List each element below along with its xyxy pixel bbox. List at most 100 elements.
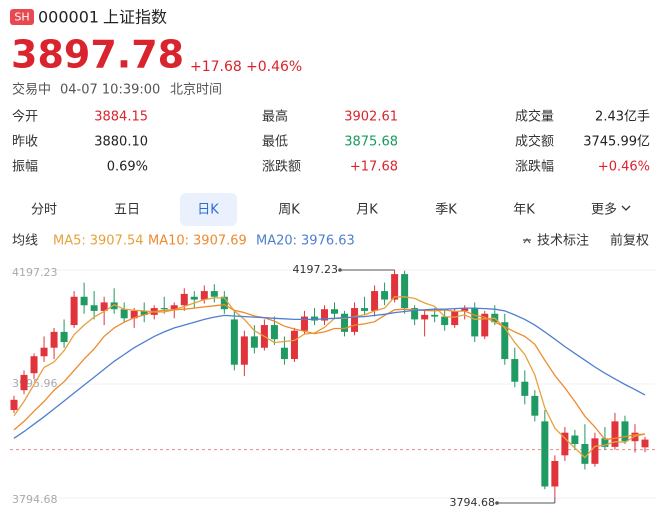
y-tick-label: 4197.23: [12, 266, 58, 279]
candle-body: [561, 432, 569, 456]
candle-body: [210, 291, 218, 297]
ma-line: [13, 307, 646, 439]
candle-body: [361, 308, 369, 311]
candle-body: [200, 291, 208, 300]
candle-body: [371, 291, 379, 311]
candle-body: [120, 309, 128, 319]
candle-body: [411, 308, 419, 320]
ma-line: [13, 296, 646, 459]
candle-body: [20, 374, 28, 391]
candle-body: [280, 347, 288, 360]
candle-body: [10, 399, 18, 411]
ma-value: 3976.63: [301, 234, 355, 249]
stat-value: 3880.10: [94, 135, 148, 150]
low-annotation: 3794.68: [450, 496, 496, 509]
timezone: 北京时间: [170, 83, 222, 98]
candle-body: [170, 305, 178, 310]
candle-body: [501, 322, 509, 360]
stock-name: 上证指数: [103, 8, 167, 27]
stat-label: 振幅: [12, 160, 38, 175]
candle-body: [601, 438, 609, 447]
candle-body: [381, 291, 389, 300]
stat-label: 涨跌幅: [515, 159, 554, 175]
candle-body: [300, 316, 308, 331]
candle-body: [581, 444, 589, 464]
y-tick-label: 3794.68: [12, 493, 58, 506]
stat-label: 涨跌额: [262, 159, 301, 175]
tool-icon: [523, 238, 531, 244]
candle-body: [531, 395, 539, 416]
candle-body: [451, 310, 459, 326]
annotation-dot: [495, 501, 499, 505]
tab-selected-bg: [180, 193, 237, 226]
candle-body: [60, 331, 68, 343]
candle-body: [50, 331, 58, 348]
candle-body: [461, 308, 469, 311]
candle-body: [641, 439, 649, 448]
badge-bg: [10, 9, 34, 25]
candle-body: [631, 432, 639, 442]
ma-value: 3907.69: [193, 234, 247, 249]
candle-body: [130, 310, 138, 319]
tool[interactable]: 前复权: [610, 233, 649, 249]
candle-body: [591, 438, 599, 464]
status: 交易中: [12, 82, 51, 98]
stat-value: 3875.68: [344, 135, 398, 150]
candle-body: [30, 356, 38, 374]
candle-body: [351, 308, 359, 332]
candle-body: [320, 309, 328, 321]
stat-value: 2.43亿手: [595, 110, 650, 125]
tab[interactable]: 年K: [513, 203, 535, 218]
candle-body: [240, 336, 248, 365]
stat-label: 成交量: [515, 109, 554, 125]
tool[interactable]: 技术标注: [537, 234, 589, 249]
candle-body: [140, 310, 148, 315]
candle-body: [511, 359, 519, 382]
more-chevron: [621, 205, 631, 211]
candle-body: [160, 308, 168, 310]
stat-value: +17.68: [350, 160, 398, 175]
candle-body: [421, 314, 429, 320]
candle-body: [250, 336, 258, 348]
tab[interactable]: 日K: [197, 203, 219, 218]
ma-label: MA20:: [256, 234, 297, 249]
candle-body: [621, 421, 629, 442]
candle-body: [341, 313, 349, 332]
ma-title: 均线: [12, 234, 38, 249]
candle-body: [541, 421, 549, 487]
tab[interactable]: 季K: [435, 203, 457, 218]
candle-body: [90, 305, 98, 311]
tab[interactable]: 五日: [114, 203, 140, 218]
stat-label: 昨收: [12, 135, 38, 150]
candle-body: [310, 316, 318, 321]
candle-body: [391, 274, 399, 300]
candle-body: [230, 319, 238, 365]
candle-body: [471, 308, 479, 337]
ma-line: [13, 304, 646, 441]
annotation-dot: [338, 268, 342, 272]
tab[interactable]: 更多: [591, 202, 617, 218]
stat-label: 今开: [12, 109, 38, 125]
stat-value: 3745.99亿: [583, 135, 650, 150]
ma-label: MA5:: [53, 234, 86, 249]
candle-body: [551, 461, 559, 487]
price: 3897.78: [11, 33, 184, 77]
stat-value: 3884.15: [94, 110, 148, 125]
candle-body: [290, 330, 298, 360]
stat-label: 成交额: [515, 134, 554, 150]
candle-body: [331, 309, 339, 314]
tab[interactable]: 分时: [31, 203, 57, 218]
candle-body: [401, 274, 409, 309]
stat-label: 最高: [262, 109, 288, 125]
candle-body: [180, 293, 188, 306]
stat-value: 3902.61: [344, 110, 398, 125]
candle-body: [441, 316, 449, 326]
tab[interactable]: 月K: [356, 203, 378, 218]
stat-value: +0.46%: [598, 160, 650, 175]
tab[interactable]: 周K: [278, 203, 300, 218]
candle-body: [571, 435, 579, 445]
candle-body: [40, 347, 48, 357]
candle-body: [100, 302, 108, 311]
